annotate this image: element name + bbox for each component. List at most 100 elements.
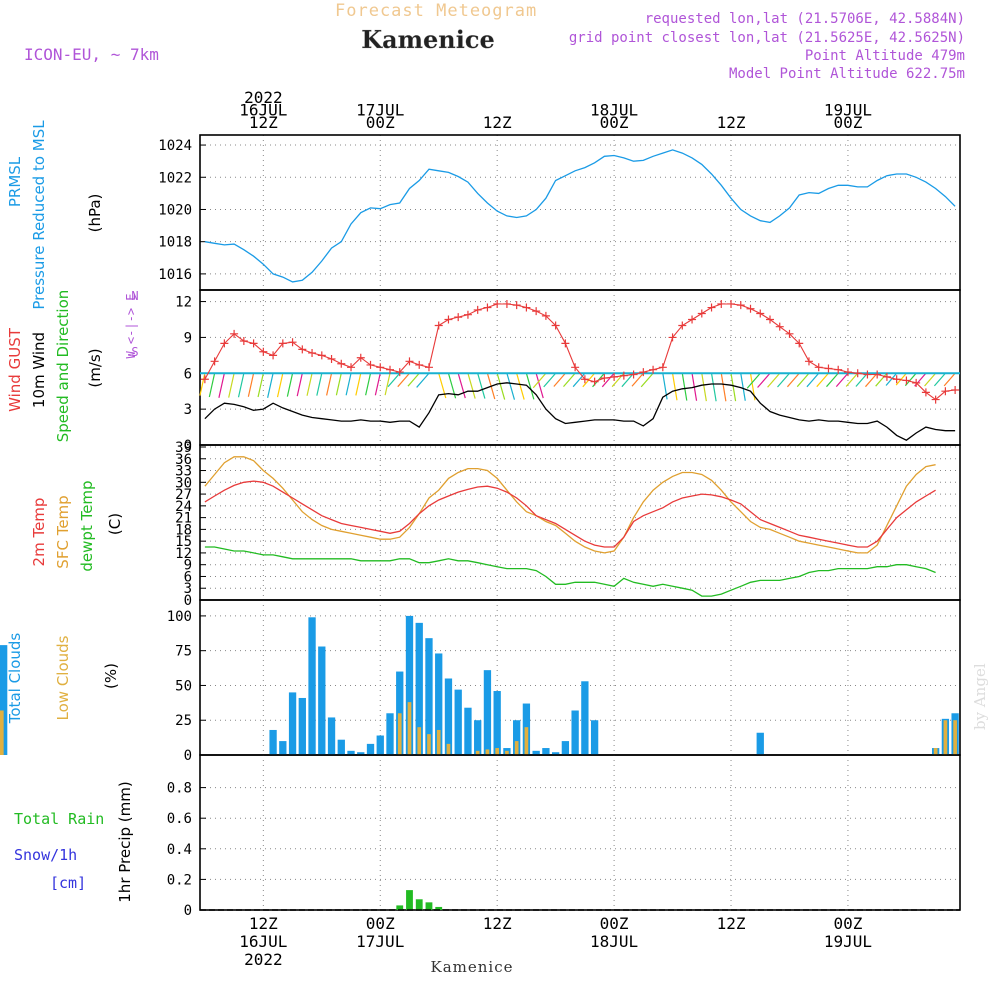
gust-marker	[804, 357, 813, 366]
y-tick-label: 33	[175, 464, 192, 480]
pressure-panel: 1016 1018 1020 1022 1024 PRMSL Pressure Reduce…	[6, 120, 961, 310]
gust-marker	[230, 329, 239, 338]
watermark: by Angel	[971, 663, 989, 730]
time-label-top: 00Z	[833, 113, 862, 132]
gust-marker	[288, 338, 297, 347]
gust-marker	[356, 353, 365, 362]
y-tick-label: 6	[184, 569, 192, 585]
total-cloud-bar	[474, 720, 482, 755]
gust-marker	[863, 370, 872, 379]
wind-arrow	[786, 372, 800, 388]
total-cloud-label: Total Clouds	[6, 633, 24, 725]
temp-2m-line	[204, 480, 936, 548]
rain-bar	[415, 899, 423, 910]
gust-marker	[249, 339, 258, 348]
gust-marker	[843, 368, 852, 377]
y-tick-label: 15	[175, 534, 192, 550]
wind-arrow	[237, 373, 245, 398]
wind-arrow	[199, 373, 206, 396]
wind-arrow	[286, 373, 294, 397]
wind-arrow	[306, 373, 313, 396]
y-tick-label: 27	[175, 487, 192, 503]
gust-marker	[580, 375, 589, 384]
total-cloud-bar	[756, 732, 764, 755]
gust-marker	[912, 378, 921, 387]
gust-marker	[278, 339, 287, 348]
wind-arrow	[720, 373, 727, 402]
total-cloud-bar	[279, 741, 287, 755]
rain-bar	[435, 906, 443, 910]
gust-marker	[941, 387, 950, 396]
wind-arrow	[865, 372, 878, 388]
wind-label: 10m Wind	[30, 332, 48, 408]
y-tick-label: 50	[175, 678, 192, 694]
dewpoint-line	[204, 546, 936, 597]
y-tick-label: 25	[175, 713, 192, 729]
pressure-unit: (hPa)	[86, 194, 104, 233]
time-label-bottom: 12Z	[249, 914, 278, 933]
gust-marker	[629, 370, 638, 379]
y-tick-label: 36	[175, 452, 192, 468]
sfc-temp-label: SFC Temp	[54, 495, 72, 568]
temp-2m-label: 2m Temp	[30, 498, 48, 567]
y-tick-label: 24	[175, 499, 192, 515]
wind-arrow	[563, 372, 576, 387]
gust-marker	[327, 354, 336, 363]
y-tick-label: 12	[175, 295, 192, 311]
y-tick-label: 39	[175, 440, 192, 456]
gust-marker	[736, 301, 745, 310]
wind-panel: 0 3 6 9 12 Wind GUST 10m Wind Speed and Directi…	[6, 289, 961, 454]
total-cloud-bar	[366, 743, 375, 755]
wind-arrow	[767, 372, 781, 388]
wind-arrow	[621, 372, 635, 388]
gust-marker	[366, 360, 375, 369]
total-cloud-bar	[386, 713, 394, 755]
wind-arrow	[631, 372, 644, 387]
wind-arrow	[895, 372, 907, 386]
y-tick-label: 0	[184, 903, 192, 919]
wind-arrow	[816, 372, 829, 388]
total-cloud-bar	[405, 615, 414, 755]
chart-title: Forecast Meteogram	[335, 1, 537, 21]
time-label-top: 00Z	[600, 113, 629, 132]
total-cloud-bar	[318, 646, 326, 755]
total-cloud-bar	[542, 748, 550, 755]
wind-arrow	[267, 373, 274, 398]
total-cloud-bar	[288, 692, 297, 755]
y-tick-label: 100	[167, 609, 192, 625]
gust-marker	[424, 363, 433, 372]
gust-marker	[746, 304, 755, 313]
gust-marker	[317, 351, 326, 360]
total-cloud-bar	[532, 750, 540, 755]
time-label-bottom: 18JUL	[590, 932, 638, 951]
low-cloud-bar	[524, 727, 529, 755]
gridpoint-coords: grid point closest lon,lat (21.5625E, 42…	[569, 30, 965, 46]
wind-arrow	[477, 373, 486, 399]
y-tick-label: 0.4	[167, 842, 192, 858]
low-cloud-bar	[485, 749, 490, 755]
pressure-label-2: Pressure Reduced to MSL	[30, 120, 48, 310]
gust-marker	[308, 348, 317, 357]
precip-unit: 1hr Precip (mm)	[116, 781, 134, 902]
y-tick-label: 0.2	[167, 872, 192, 888]
wind-arrow	[640, 372, 654, 388]
wind-arrow	[535, 373, 544, 399]
gust-marker	[639, 368, 648, 377]
compass-s: S	[131, 345, 138, 359]
wind-arrow	[247, 373, 255, 397]
cloud-panel: 0 25 50 75 100 Total Clouds Low Clouds (%)	[0, 599, 961, 764]
y-tick-label: 6	[184, 366, 192, 382]
total-cloud-bar	[269, 729, 277, 755]
gust-marker	[814, 363, 823, 372]
low-cloud-bar	[505, 750, 509, 755]
gust-marker	[463, 310, 472, 319]
direction-label: Speed and Direction	[54, 290, 72, 443]
low-cloud-bar	[475, 750, 480, 755]
gust-marker	[678, 321, 687, 330]
gust-marker	[337, 359, 346, 368]
precip-panel: 0 0.2 0.4 0.6 0.8 Total Rain Snow/1h [cm] 1hr Pr…	[14, 754, 961, 919]
y-tick-label: 21	[175, 511, 192, 527]
wind-arrow	[525, 373, 535, 400]
rain-label: Total Rain	[14, 810, 104, 828]
